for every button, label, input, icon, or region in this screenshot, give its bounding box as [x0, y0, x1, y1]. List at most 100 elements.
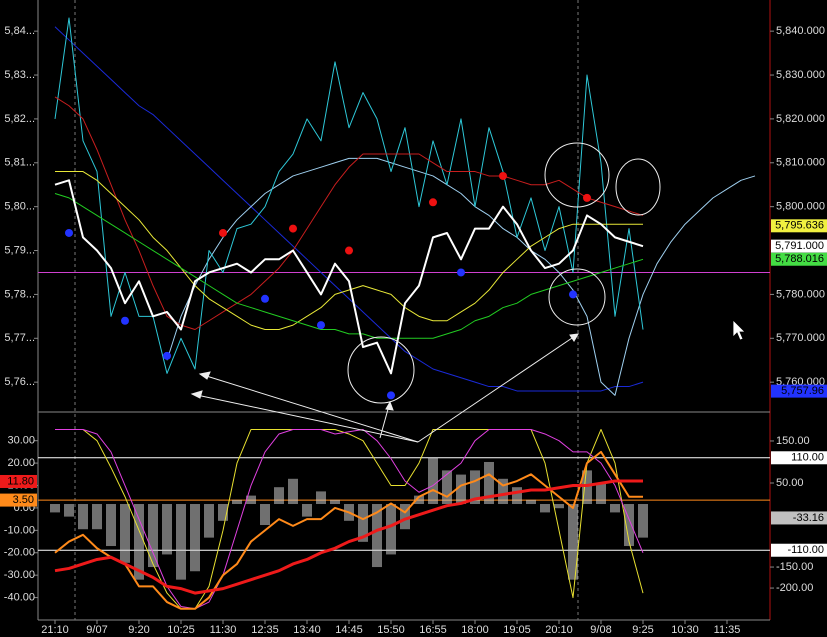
- series-line: [54, 450, 643, 610]
- y-tick-label: 5,83...: [4, 69, 35, 81]
- histogram-bar: [64, 504, 74, 517]
- x-tick-label: 11:35: [714, 624, 741, 636]
- y-tick-label: 5,77...: [4, 332, 35, 344]
- series-line: [55, 428, 644, 610]
- series-line: [55, 171, 643, 331]
- y2-tick-label: 5,780.000: [776, 288, 825, 300]
- histogram-bar: [414, 495, 424, 505]
- x-tick-label: 13:40: [293, 624, 321, 636]
- series-line: [55, 428, 644, 610]
- y2-tick-label: 50.00: [776, 477, 804, 489]
- price-tag-label: 11.80: [7, 475, 34, 487]
- y2-tick-label: 5,770.000: [776, 332, 825, 344]
- annotations: [190, 142, 661, 443]
- y2-tick-label: -200.00: [776, 582, 813, 594]
- histogram-bar: [176, 504, 186, 580]
- histogram-bar: [526, 499, 536, 505]
- histogram-bar: [330, 499, 340, 505]
- signal-dot: [317, 321, 325, 330]
- histogram-bar: [162, 504, 172, 555]
- histogram-bar: [456, 474, 466, 505]
- x-tick-label: 19:05: [503, 624, 531, 636]
- signal-dot: [121, 316, 129, 325]
- signal-dot: [65, 228, 73, 237]
- histogram-bar: [246, 495, 256, 505]
- histogram-bar: [428, 457, 438, 505]
- y2-tick-label: 150.00: [776, 435, 810, 447]
- histogram-bar: [372, 504, 382, 568]
- histogram-bar: [568, 504, 578, 580]
- price-tag: [771, 252, 827, 266]
- y-tick-label: 5,84...: [4, 25, 35, 37]
- histogram-bar: [610, 504, 620, 513]
- histogram-bar: [638, 504, 648, 538]
- y-tick-label: 5,80...: [4, 201, 35, 213]
- series-line: [54, 193, 644, 339]
- x-tick-label: 10:30: [671, 624, 699, 636]
- x-tick-label: 14:45: [335, 624, 363, 636]
- price-tag: [771, 543, 827, 557]
- price-tag: [771, 239, 827, 253]
- x-tick-label: 15:50: [377, 624, 405, 636]
- price-tag-label: 5,788.016: [775, 253, 824, 265]
- y-tick-label: -30.00: [4, 569, 35, 581]
- x-tick-label: 9/08: [590, 624, 611, 636]
- y2-tick-label: -150.00: [776, 561, 813, 573]
- series-line: [54, 479, 643, 595]
- signal-dot: [163, 351, 171, 360]
- signal-dot: [219, 228, 227, 237]
- histogram-bar: [50, 504, 60, 513]
- histogram-bar: [190, 504, 200, 572]
- series-line: [54, 17, 644, 374]
- histogram-bar: [386, 504, 396, 555]
- y-tick-label: 5,82...: [4, 113, 35, 125]
- histogram-bar: [624, 504, 634, 547]
- histogram-bar: [274, 487, 284, 505]
- price-tag: [771, 451, 827, 465]
- histogram-bar: [218, 504, 228, 521]
- signal-dot: [289, 224, 297, 233]
- price-tag: [0, 493, 37, 507]
- histogram-bar: [400, 504, 410, 530]
- x-tick-label: 11:30: [210, 624, 237, 636]
- signal-dot: [429, 198, 437, 207]
- y-tick-label: 30.00: [7, 435, 35, 447]
- x-tick-label: 21:10: [41, 624, 69, 636]
- histogram-bar: [302, 504, 312, 517]
- x-tick-label: 9/07: [86, 624, 107, 636]
- signal-dot: [499, 171, 507, 180]
- series-line: [54, 96, 644, 331]
- y-tick-label: 5,79...: [4, 244, 35, 256]
- price-tag-label: 3.50: [13, 494, 34, 506]
- x-tick-label: 20:10: [545, 624, 573, 636]
- histogram-bar: [498, 478, 508, 505]
- series-line: [166, 157, 756, 396]
- histogram-bar: [288, 478, 298, 505]
- x-tick-label: 16:55: [419, 624, 447, 636]
- y-tick-label: 5,81...: [4, 157, 35, 169]
- cursor: [732, 319, 746, 341]
- histogram-bar: [484, 461, 494, 505]
- series-line: [54, 26, 644, 392]
- histogram-bar: [92, 504, 102, 530]
- y2-tick-label: 5,820.000: [776, 113, 825, 125]
- y-tick-label: 20.00: [7, 457, 35, 469]
- y-tick-label: 5,76...: [4, 376, 35, 388]
- histogram-bar: [260, 504, 270, 526]
- price-tag: [0, 474, 37, 488]
- x-tick-label: 9:25: [632, 624, 653, 636]
- x-tick-label: 9:20: [128, 624, 149, 636]
- price-tag-label: 5,757.96: [781, 385, 824, 397]
- signal-dot: [569, 290, 577, 299]
- y2-tick-label: 5,800.000: [776, 201, 825, 213]
- price-tag-label: -33.16: [793, 512, 824, 524]
- histogram-bar: [596, 482, 606, 505]
- signal-dot: [583, 193, 591, 202]
- histogram-bar: [470, 470, 480, 505]
- signal-dot: [387, 391, 395, 400]
- y-tick-label: -10.00: [4, 524, 35, 536]
- histogram-bar: [540, 504, 550, 513]
- plot-area: 5,84... 5,83... 5,82... 5,81... 5,80... 5,79.…: [0, 17, 827, 636]
- price-tag-label: 110.00: [791, 452, 824, 464]
